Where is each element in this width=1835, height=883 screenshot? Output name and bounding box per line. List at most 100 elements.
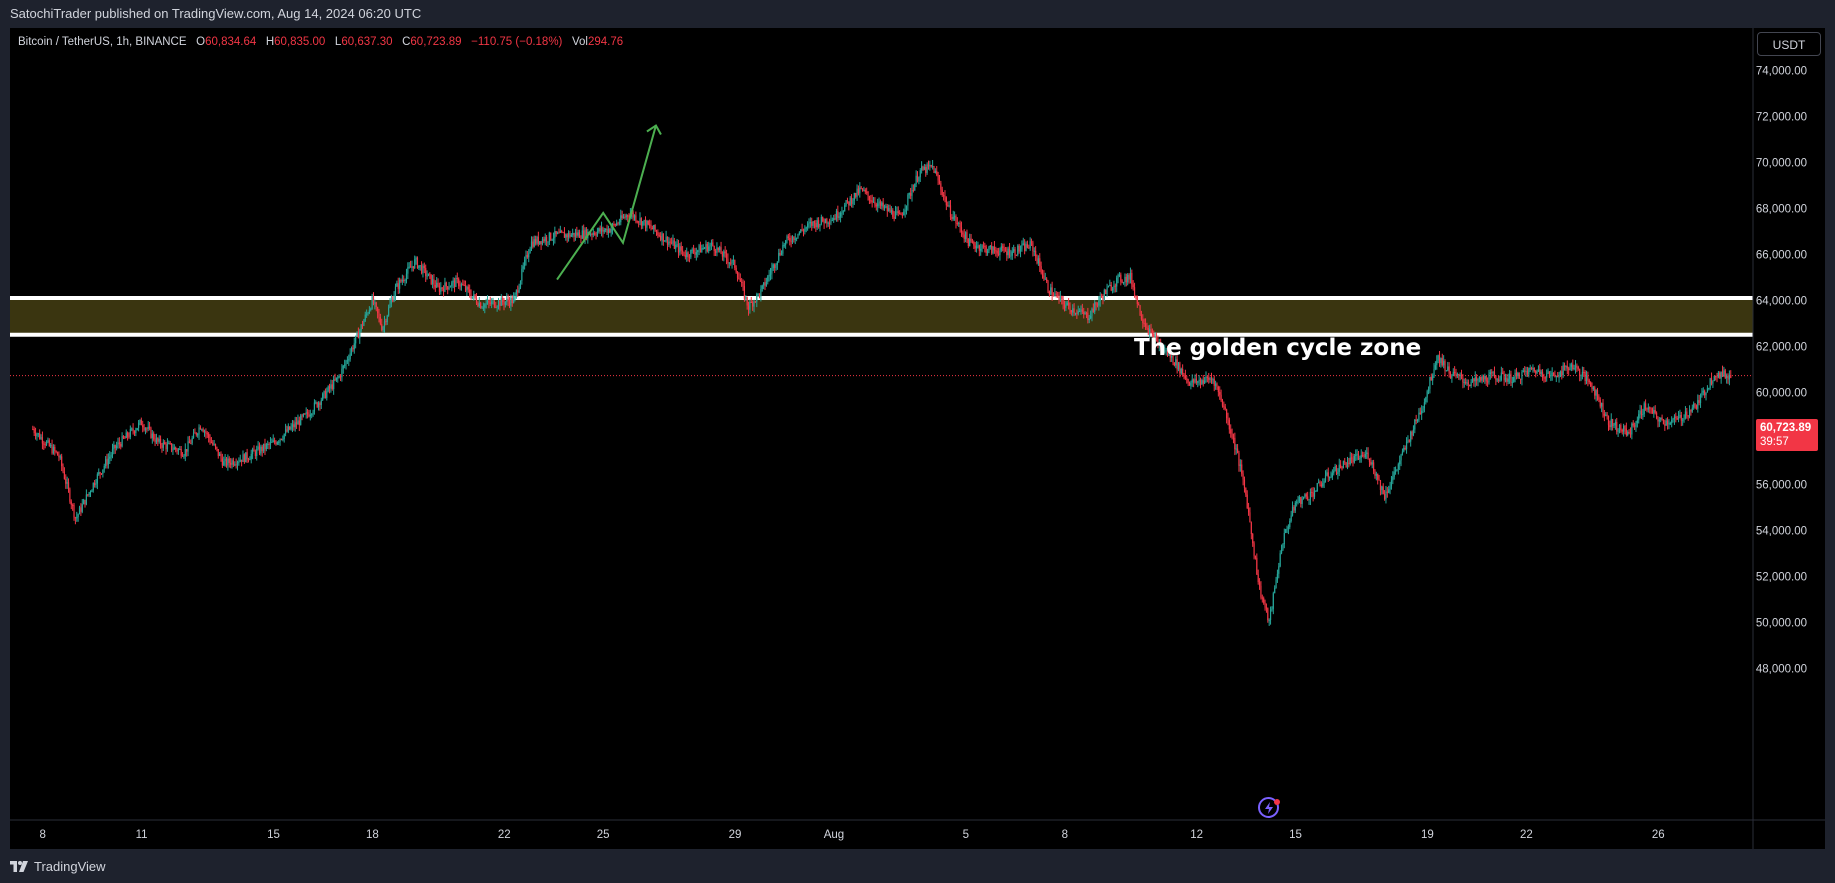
candle-body bbox=[1704, 390, 1706, 396]
candle-body bbox=[758, 293, 761, 297]
candle-body bbox=[960, 227, 963, 233]
candle-body bbox=[908, 192, 910, 195]
candle-body bbox=[1572, 364, 1574, 369]
candle-body bbox=[442, 288, 445, 292]
candle-body bbox=[997, 253, 1000, 255]
candle-body bbox=[1594, 387, 1596, 396]
lightning-bolt-icon[interactable] bbox=[1258, 797, 1279, 818]
y-tick-label: 48,000.00 bbox=[1756, 663, 1807, 675]
candle-body bbox=[536, 236, 538, 244]
candle-body bbox=[1366, 452, 1368, 454]
candle-body bbox=[1274, 588, 1276, 594]
candle-body bbox=[386, 315, 388, 323]
candle-body bbox=[683, 251, 685, 256]
candle-body bbox=[1616, 421, 1618, 432]
candle-body bbox=[1612, 418, 1614, 427]
candle-body bbox=[422, 265, 424, 274]
candle-body bbox=[1462, 378, 1464, 383]
candle-body bbox=[1291, 506, 1294, 516]
currency-button[interactable]: USDT bbox=[1757, 32, 1821, 56]
candle-body bbox=[1430, 377, 1432, 381]
candle-body bbox=[1135, 295, 1137, 297]
symbol-label[interactable]: Bitcoin / TetherUS, 1h, BINANCE bbox=[18, 36, 187, 48]
candle-body bbox=[1250, 522, 1252, 535]
candle-body bbox=[1382, 486, 1384, 495]
candle-body bbox=[647, 220, 649, 225]
candle-body bbox=[453, 280, 456, 287]
candle-body bbox=[1640, 410, 1643, 416]
candle-body bbox=[1485, 376, 1487, 382]
candle-body bbox=[99, 472, 101, 474]
candle-body bbox=[1352, 458, 1354, 463]
candle-body bbox=[914, 184, 916, 191]
candle-body bbox=[147, 426, 149, 429]
candle-body bbox=[776, 261, 778, 266]
candle-body bbox=[170, 443, 173, 451]
candle-body bbox=[798, 232, 800, 234]
candle-body bbox=[1095, 302, 1097, 305]
candle-body bbox=[1186, 378, 1188, 380]
price-chart[interactable]: 74,000.00 72,000.00 70,000.00 68,000.00 66,0… bbox=[10, 28, 1825, 849]
candle-body bbox=[852, 200, 854, 204]
candle-body bbox=[552, 238, 555, 240]
candle-body bbox=[809, 221, 811, 224]
candle-body bbox=[47, 440, 49, 442]
candle-body bbox=[1324, 475, 1327, 481]
candle-body bbox=[521, 268, 523, 281]
candle-body bbox=[1353, 455, 1355, 463]
candle-body bbox=[1411, 431, 1413, 436]
candle-body bbox=[1375, 473, 1377, 476]
candle-body bbox=[783, 244, 785, 246]
candle-body bbox=[749, 302, 751, 310]
candle-body bbox=[1304, 494, 1306, 497]
candle-body bbox=[761, 285, 763, 289]
candle-body bbox=[911, 189, 913, 196]
candle-body bbox=[327, 386, 329, 392]
candle-body bbox=[136, 428, 138, 431]
candle-body bbox=[235, 464, 237, 466]
candle-body bbox=[76, 517, 78, 519]
candle-body bbox=[1532, 367, 1534, 370]
candle-body bbox=[596, 231, 599, 236]
candle-body bbox=[938, 180, 941, 184]
candle-body bbox=[697, 250, 699, 253]
candle-body bbox=[811, 221, 813, 226]
candle-body bbox=[1489, 372, 1491, 375]
candle-body bbox=[1673, 416, 1676, 419]
candle-body bbox=[1068, 302, 1070, 306]
candle-body bbox=[1708, 388, 1710, 390]
candle-body bbox=[1041, 273, 1044, 276]
chart-area[interactable]: 74,000.00 72,000.00 70,000.00 68,000.00 66,0… bbox=[10, 28, 1825, 849]
candle-body bbox=[381, 323, 383, 331]
candle-body bbox=[367, 313, 369, 315]
candle-body bbox=[342, 365, 344, 369]
candle-body bbox=[355, 335, 357, 344]
candle-body bbox=[383, 321, 386, 327]
x-tick-label: 25 bbox=[597, 829, 610, 841]
candle-body bbox=[366, 313, 368, 315]
candle-body bbox=[1301, 498, 1303, 504]
candle-body bbox=[349, 353, 351, 360]
candle-body bbox=[1625, 428, 1627, 436]
candle-body bbox=[241, 459, 243, 462]
candle-body bbox=[739, 278, 741, 282]
candle-body bbox=[956, 222, 958, 224]
candle-body bbox=[61, 456, 63, 467]
candle-body bbox=[827, 222, 829, 224]
candle-body bbox=[589, 234, 592, 236]
tradingview-logo[interactable]: TradingView bbox=[10, 859, 106, 874]
candle-body bbox=[614, 224, 616, 226]
candle-body bbox=[1107, 285, 1110, 288]
candle-body bbox=[276, 442, 278, 445]
x-tick-label: 29 bbox=[729, 829, 742, 841]
candle-body bbox=[120, 444, 122, 447]
candle-body bbox=[1313, 491, 1316, 497]
candle-body bbox=[1120, 274, 1122, 282]
candle-body bbox=[1385, 491, 1387, 500]
candle-body bbox=[74, 517, 76, 519]
candle-body bbox=[943, 195, 945, 197]
candle-body bbox=[1289, 520, 1291, 528]
candle-body bbox=[676, 244, 678, 246]
candle-body bbox=[1452, 371, 1454, 376]
candle-body bbox=[1693, 403, 1695, 408]
